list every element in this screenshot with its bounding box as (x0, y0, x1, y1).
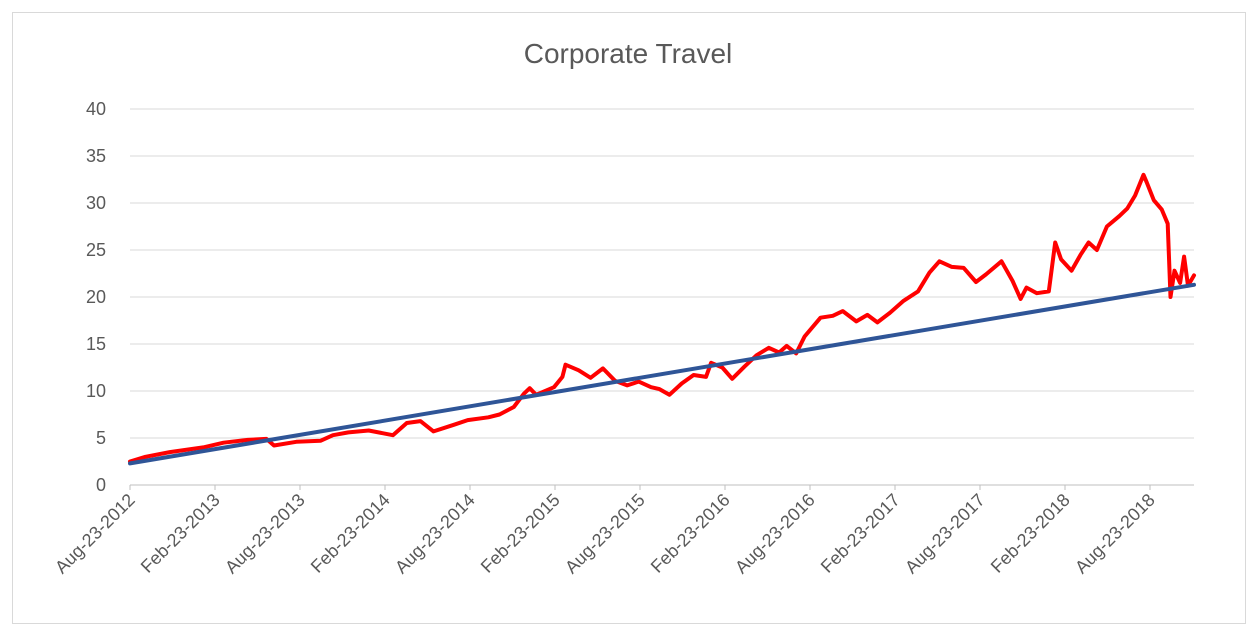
chart-title: Corporate Travel (523, 38, 733, 69)
x-tick-label: Aug-23-2012 (51, 490, 139, 578)
x-tick-label: Aug-23-2018 (1071, 490, 1159, 578)
x-tick-label: Feb-23-2015 (477, 490, 564, 577)
y-axis-tick-labels: 0 5 10 15 20 25 30 35 40 (86, 99, 106, 495)
series-lines (128, 172, 1196, 466)
y-tick-label: 25 (86, 240, 106, 260)
x-tick-label: Aug-23-2015 (561, 490, 649, 578)
y-tick-label: 5 (96, 428, 106, 448)
x-tick-label: Feb-23-2013 (137, 490, 224, 577)
y-tick-label: 40 (86, 99, 106, 119)
x-tick-label: Aug-23-2016 (731, 490, 819, 578)
y-tick-label: 10 (86, 381, 106, 401)
gridlines (130, 108, 1194, 486)
x-tick-label: Feb-23-2018 (987, 490, 1074, 577)
x-tick-label: Feb-23-2017 (817, 490, 904, 577)
x-tick-label: Feb-23-2014 (307, 490, 394, 577)
trendline-series (128, 282, 1196, 466)
x-tick-label: Aug-23-2014 (391, 490, 479, 578)
x-axis-tick-labels: Aug-23-2012Feb-23-2013Aug-23-2013Feb-23-… (51, 485, 1159, 577)
y-tick-label: 20 (86, 287, 106, 307)
x-tick-label: Aug-23-2013 (221, 490, 309, 578)
price-series (128, 172, 1196, 464)
x-tick-label: Aug-23-2017 (901, 490, 989, 578)
y-tick-label: 30 (86, 193, 106, 213)
y-tick-label: 0 (96, 475, 106, 495)
x-tick-label: Feb-23-2016 (647, 490, 734, 577)
y-tick-label: 35 (86, 146, 106, 166)
y-tick-label: 15 (86, 334, 106, 354)
chart-frame (12, 12, 1246, 624)
